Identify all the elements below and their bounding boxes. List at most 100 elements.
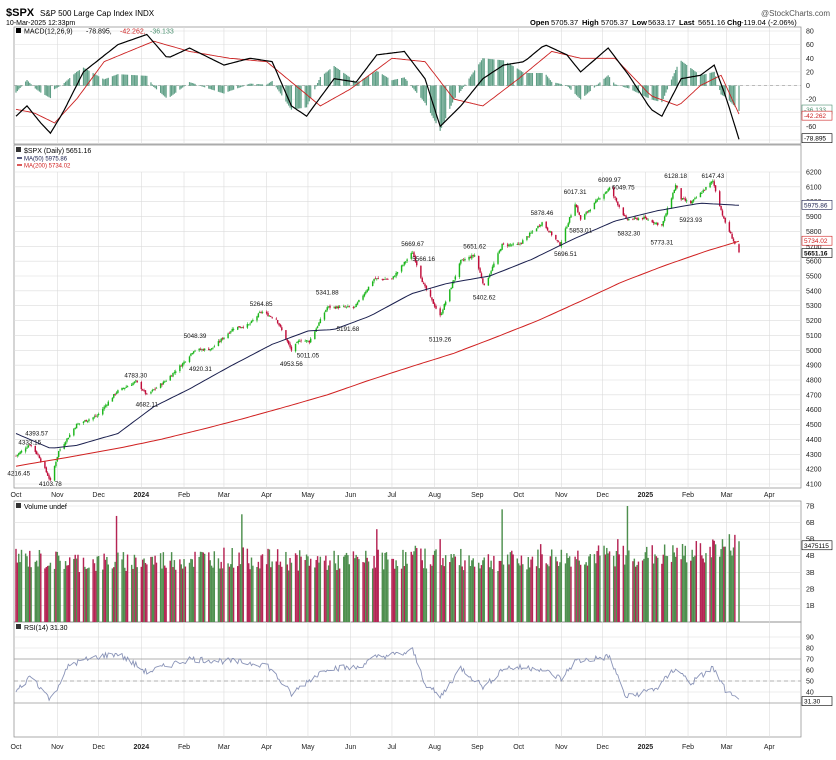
- price-candle-body: [262, 312, 263, 313]
- macd-histogram-bar: [160, 86, 161, 93]
- macd-histogram-bar: [232, 86, 233, 91]
- volume-bar: [510, 552, 511, 622]
- svg-text:Last: Last: [679, 18, 695, 27]
- macd-histogram-bar: [441, 86, 442, 128]
- svg-text:-36.133: -36.133: [150, 29, 174, 36]
- volume-tick-label: 4B: [806, 553, 815, 560]
- volume-bar: [142, 560, 143, 622]
- volume-bar: [665, 556, 666, 622]
- volume-bar: [478, 563, 479, 622]
- price-candle-body: [455, 276, 456, 279]
- volume-bar: [172, 567, 173, 622]
- macd-histogram-bar: [676, 67, 677, 86]
- price-candle-body: [460, 260, 461, 264]
- macd-histogram-bar: [609, 77, 610, 86]
- price-annotation-label: 4920.31: [189, 366, 212, 373]
- macd-histogram-bar: [29, 83, 30, 86]
- price-candle-body: [532, 232, 533, 233]
- volume-bar: [725, 547, 726, 622]
- macd-histogram-bar: [683, 63, 684, 86]
- macd-histogram-bar: [112, 76, 113, 86]
- price-candle-body: [145, 390, 146, 394]
- volume-bar: [324, 561, 325, 622]
- volume-bar: [194, 552, 195, 622]
- volume-bar: [28, 567, 29, 622]
- price-candle-body: [686, 200, 687, 201]
- macd-histogram-bar: [623, 86, 624, 87]
- macd-histogram-bar: [529, 73, 530, 86]
- macd-histogram-bar: [738, 86, 739, 112]
- price-candle-body: [40, 458, 41, 461]
- price-candle-body: [338, 307, 339, 309]
- volume-bar: [435, 549, 436, 622]
- price-candle-body: [182, 363, 183, 366]
- macd-histogram-bar: [305, 86, 306, 108]
- volume-bar: [479, 568, 480, 622]
- svg-text:MACD(12,26,9): MACD(12,26,9): [24, 29, 73, 36]
- volume-bar: [25, 554, 26, 622]
- macd-histogram-bar: [31, 84, 32, 85]
- svg-text:5633.17: 5633.17: [648, 18, 675, 27]
- volume-bar: [501, 509, 502, 622]
- macd-histogram-bar: [175, 86, 176, 93]
- macd-histogram-bar: [261, 84, 262, 85]
- volume-bar: [88, 568, 89, 622]
- price-candle-body: [568, 223, 569, 227]
- volume-bar: [106, 557, 107, 622]
- macd-histogram-bar: [241, 86, 242, 87]
- price-candle-body: [229, 333, 230, 334]
- macd-histogram-bar: [98, 76, 99, 86]
- volume-bar: [713, 541, 714, 622]
- last-price-tag: 5651.16: [804, 251, 828, 258]
- volume-bar: [696, 541, 697, 622]
- macd-histogram-bar: [276, 86, 277, 88]
- volume-bar: [278, 565, 279, 622]
- macd-histogram-bar: [288, 86, 289, 106]
- price-candle-body: [478, 256, 479, 269]
- volume-bar: [537, 550, 538, 622]
- price-candle-body: [267, 313, 268, 316]
- price-candle-body: [280, 325, 281, 327]
- index-name-label: S&P 500 Large Cap Index INDX: [40, 9, 155, 18]
- price-candle-body: [493, 264, 494, 267]
- macd-histogram-bar: [296, 86, 297, 109]
- macd-histogram-bar: [37, 86, 38, 91]
- volume-bar: [402, 550, 403, 622]
- price-candle-body: [364, 294, 365, 297]
- volume-bar: [406, 564, 407, 622]
- price-candle-body: [607, 189, 608, 191]
- price-candle-body: [270, 316, 271, 317]
- volume-bar: [512, 554, 513, 622]
- ma200-tag: 5734.02: [804, 238, 828, 245]
- price-candle-body: [376, 278, 377, 279]
- macd-histogram-bar: [145, 76, 146, 86]
- volume-bar: [92, 559, 93, 622]
- macd-histogram-bar: [223, 86, 224, 94]
- price-candle-body: [146, 394, 147, 395]
- x-axis-label: 2024: [134, 492, 150, 499]
- volume-bar: [690, 561, 691, 622]
- volume-bar: [59, 561, 60, 622]
- price-annotation-label: 5566.16: [412, 256, 435, 263]
- volume-bar: [450, 554, 451, 622]
- price-candle-body: [298, 341, 299, 343]
- macd-histogram-bar: [500, 60, 501, 86]
- watermark-label: @StockCharts.com: [761, 9, 830, 18]
- price-candle-body: [675, 185, 676, 190]
- price-candle-body: [720, 206, 721, 210]
- volume-bar: [222, 568, 223, 622]
- volume-bar: [579, 561, 580, 622]
- price-candle-body: [193, 351, 194, 353]
- price-candle-body: [645, 216, 646, 218]
- price-candle-body: [479, 268, 480, 272]
- volume-bar: [596, 551, 597, 622]
- macd-histogram-bar: [664, 86, 665, 96]
- macd-histogram-bar: [606, 76, 607, 85]
- macd-histogram-bar: [540, 73, 541, 86]
- volume-bar: [445, 555, 446, 622]
- price-candle-body: [431, 297, 432, 299]
- x-axis-label-bottom: Dec: [92, 744, 105, 751]
- price-candle-body: [50, 478, 51, 480]
- volume-bar: [77, 555, 78, 622]
- volume-bar: [705, 553, 706, 622]
